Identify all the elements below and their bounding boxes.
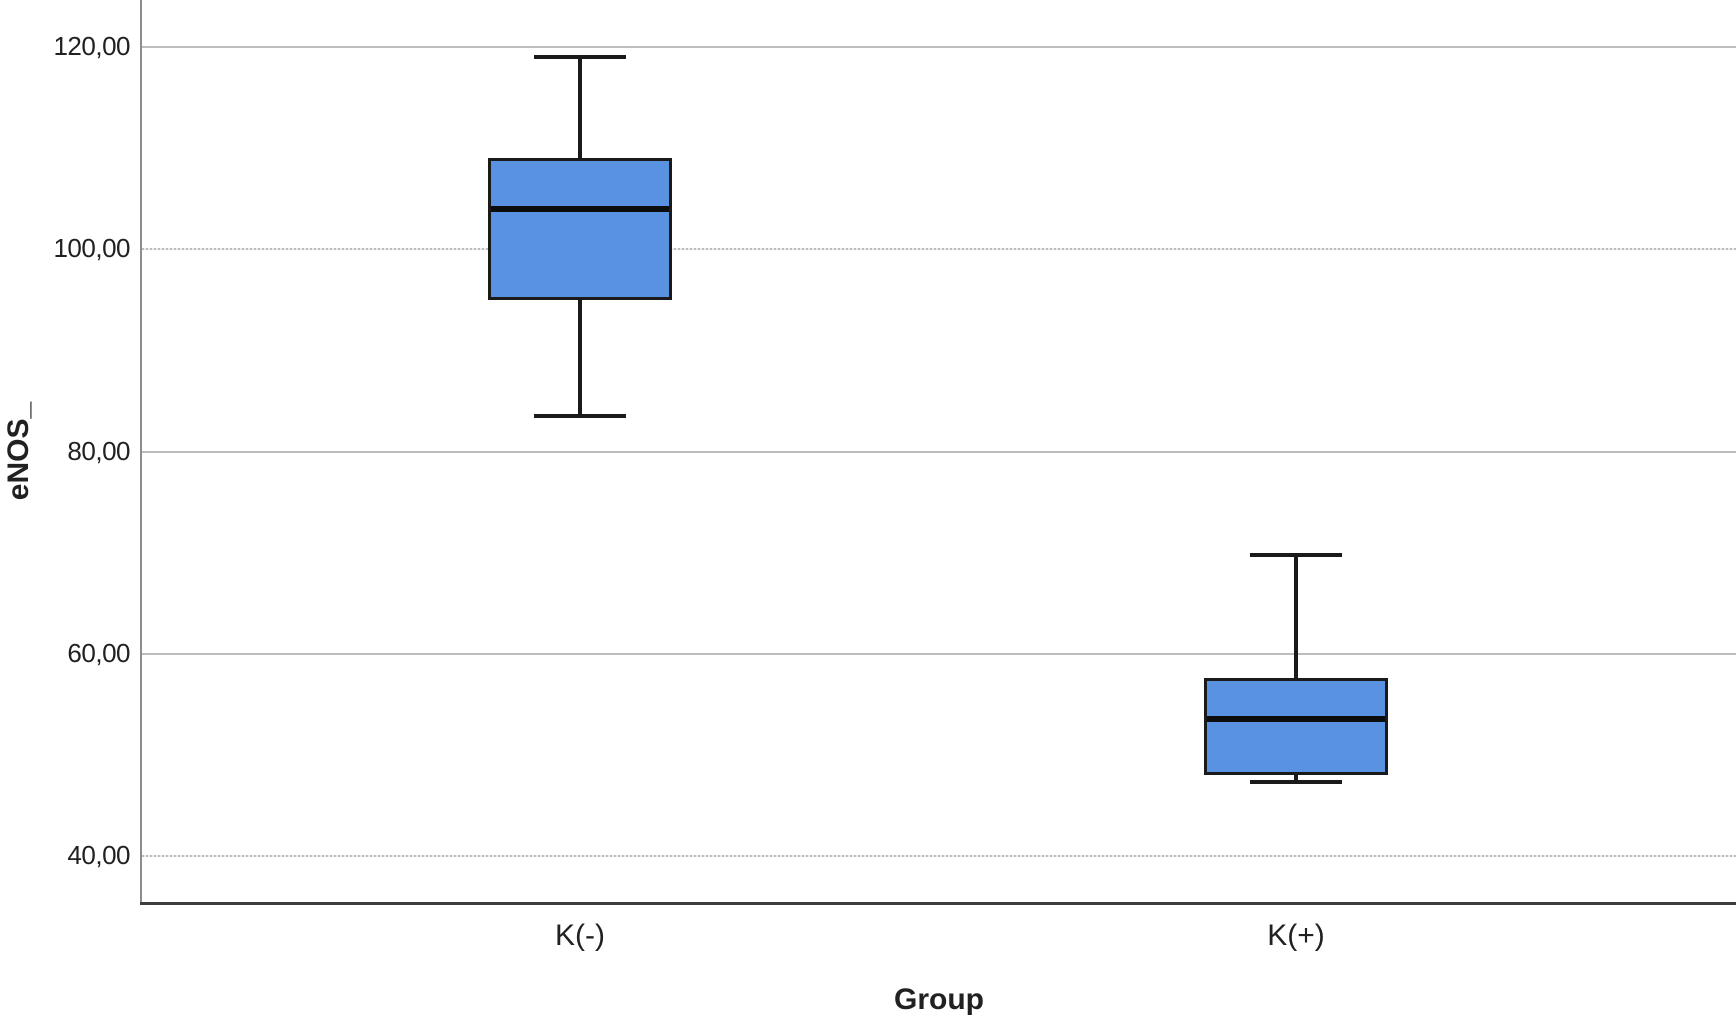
x-axis-title: Group <box>894 983 984 1016</box>
whisker-line-k-pos <box>1294 554 1298 783</box>
x-category-label-k-neg: K(-) <box>555 919 605 952</box>
whisker-cap-top-k-neg <box>534 55 626 60</box>
whisker-cap-top-k-pos <box>1250 552 1342 557</box>
gridline-40 <box>142 855 1736 857</box>
gridline-120 <box>142 46 1736 48</box>
iqr-box-k-pos <box>1204 678 1388 776</box>
x-axis-line <box>140 902 1736 905</box>
median-line-k-neg <box>491 205 669 212</box>
y-tick-label-80: 80,00 <box>67 435 130 466</box>
gridline-100 <box>142 248 1736 251</box>
y-tick-label-120: 120,00 <box>53 30 130 61</box>
y-tick-label-60: 60,00 <box>67 637 130 668</box>
y-tick-label-100: 100,00 <box>53 233 130 264</box>
y-tick-label-40: 40,00 <box>67 839 130 870</box>
whisker-cap-bottom-k-pos <box>1250 780 1342 785</box>
gridline-80 <box>142 450 1736 453</box>
x-category-label-k-pos: K(+) <box>1267 919 1325 952</box>
y-axis-line <box>140 0 142 904</box>
median-line-k-pos <box>1207 716 1385 723</box>
whisker-cap-bottom-k-neg <box>534 414 626 419</box>
iqr-box-k-neg <box>488 158 672 300</box>
gridline-60 <box>142 652 1736 655</box>
